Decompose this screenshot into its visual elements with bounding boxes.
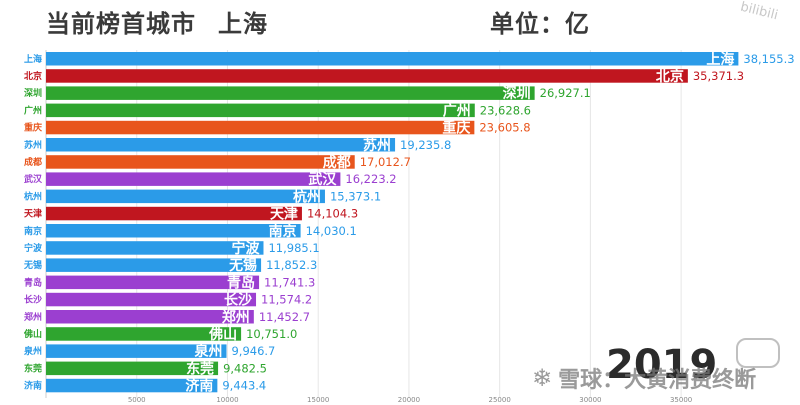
value-label: 23,628.6 — [480, 103, 531, 117]
bar-name-label: 重庆 — [442, 120, 470, 137]
leader-city: 上海 — [218, 10, 268, 38]
bar-name-label: 南京 — [269, 223, 297, 240]
value-label: 11,452.7 — [259, 310, 310, 324]
category-label: 东莞 — [24, 362, 42, 374]
bar-name-label: 北京 — [656, 68, 684, 85]
bar — [46, 241, 264, 255]
bar-name-label: 郑州 — [222, 309, 250, 326]
category-label: 成都 — [24, 156, 42, 168]
bar — [46, 69, 688, 83]
bar — [46, 86, 535, 100]
value-label: 19,235.8 — [400, 138, 451, 152]
bar — [46, 172, 341, 186]
bar-name-label: 佛山 — [208, 326, 237, 343]
bar — [46, 361, 219, 376]
bar-name-label: 青岛 — [227, 274, 255, 291]
bar — [46, 120, 475, 135]
category-label: 佛山 — [23, 328, 42, 340]
x-tick-label: 10000 — [216, 396, 238, 404]
bar — [46, 103, 475, 118]
bar-name-label: 宁波 — [231, 240, 260, 257]
value-label: 11,852.3 — [266, 258, 317, 272]
category-label: 广州 — [24, 104, 42, 116]
category-label: 泉州 — [23, 345, 42, 357]
value-label: 17,012.7 — [360, 155, 411, 169]
bar — [46, 310, 254, 324]
category-label: 济南 — [24, 380, 42, 392]
category-label: 杭州 — [24, 190, 42, 202]
bar — [46, 189, 325, 204]
x-tick-label: 30000 — [579, 396, 601, 404]
year-label: 2019 — [606, 342, 718, 388]
value-label: 38,155.3 — [743, 52, 794, 66]
category-label: 无锡 — [23, 259, 42, 271]
value-label: 35,371.3 — [693, 69, 744, 83]
category-label: 青岛 — [24, 276, 42, 288]
bar — [46, 206, 302, 221]
bar-name-label: 无锡 — [228, 257, 257, 274]
category-label: 南京 — [24, 225, 42, 237]
bar-name-label: 广州 — [443, 102, 471, 119]
category-label: 宁波 — [24, 242, 43, 254]
bar-name-label: 苏州 — [363, 137, 391, 154]
value-label: 11,985.1 — [268, 241, 319, 255]
bar-name-label: 成都 — [323, 154, 351, 171]
x-tick-label: 15000 — [307, 396, 329, 404]
value-label: 15,373.1 — [330, 189, 381, 203]
bar — [46, 52, 739, 66]
category-label: 深圳 — [24, 87, 42, 99]
bar — [46, 327, 242, 341]
value-label: 9,443.4 — [222, 379, 266, 393]
bar-name-label: 东莞 — [186, 360, 214, 377]
bar — [46, 258, 262, 272]
bar — [46, 224, 301, 238]
bar-name-label: 深圳 — [503, 85, 531, 102]
x-tick-label: 20000 — [398, 396, 420, 404]
value-label: 9,482.5 — [223, 361, 267, 375]
bar-name-label: 杭州 — [293, 188, 321, 205]
value-label: 14,030.1 — [306, 224, 357, 238]
snowball-logo-icon: ❄ — [532, 364, 553, 392]
value-label: 9,946.7 — [231, 344, 275, 358]
bar — [46, 275, 260, 290]
bar — [46, 344, 227, 358]
watermark-badge-icon — [736, 338, 780, 368]
watermark: ❄ 雪球：大黄消费终断 — [532, 362, 756, 394]
watermark-text: 雪球：大黄消费终断 — [558, 368, 757, 393]
category-label: 苏州 — [24, 139, 42, 151]
value-label: 10,751.0 — [246, 327, 297, 341]
bar-name-label: 泉州 — [194, 343, 222, 360]
bar-name-label: 天津 — [270, 206, 298, 223]
bar — [46, 378, 218, 393]
value-label: 26,927.1 — [540, 86, 591, 100]
category-label: 武汉 — [24, 173, 43, 185]
bar — [46, 138, 396, 152]
category-label: 郑州 — [24, 311, 42, 323]
bar-name-label: 长沙 — [224, 292, 252, 309]
category-label: 天津 — [24, 208, 42, 220]
category-label: 北京 — [24, 70, 42, 82]
bar-name-label: 上海 — [706, 51, 734, 68]
bar — [46, 292, 257, 307]
x-tick-label: 35000 — [670, 396, 692, 404]
value-label: 11,741.3 — [264, 275, 315, 289]
unit-label: 单位：亿 — [490, 10, 590, 38]
category-label: 重庆 — [24, 122, 42, 134]
bar-name-label: 武汉 — [308, 171, 337, 188]
value-label: 16,223.2 — [345, 172, 396, 186]
value-label: 14,104.3 — [307, 207, 358, 221]
x-tick-label: 25000 — [489, 396, 511, 404]
bar-name-label: 济南 — [185, 378, 213, 395]
bar — [46, 155, 355, 169]
value-label: 11,574.2 — [261, 293, 312, 307]
category-label: 长沙 — [24, 294, 42, 306]
chart-title: 当前榜首城市 — [46, 10, 196, 38]
x-tick-label: 5000 — [128, 396, 146, 404]
value-label: 23,605.8 — [479, 121, 530, 135]
category-label: 上海 — [24, 53, 42, 65]
